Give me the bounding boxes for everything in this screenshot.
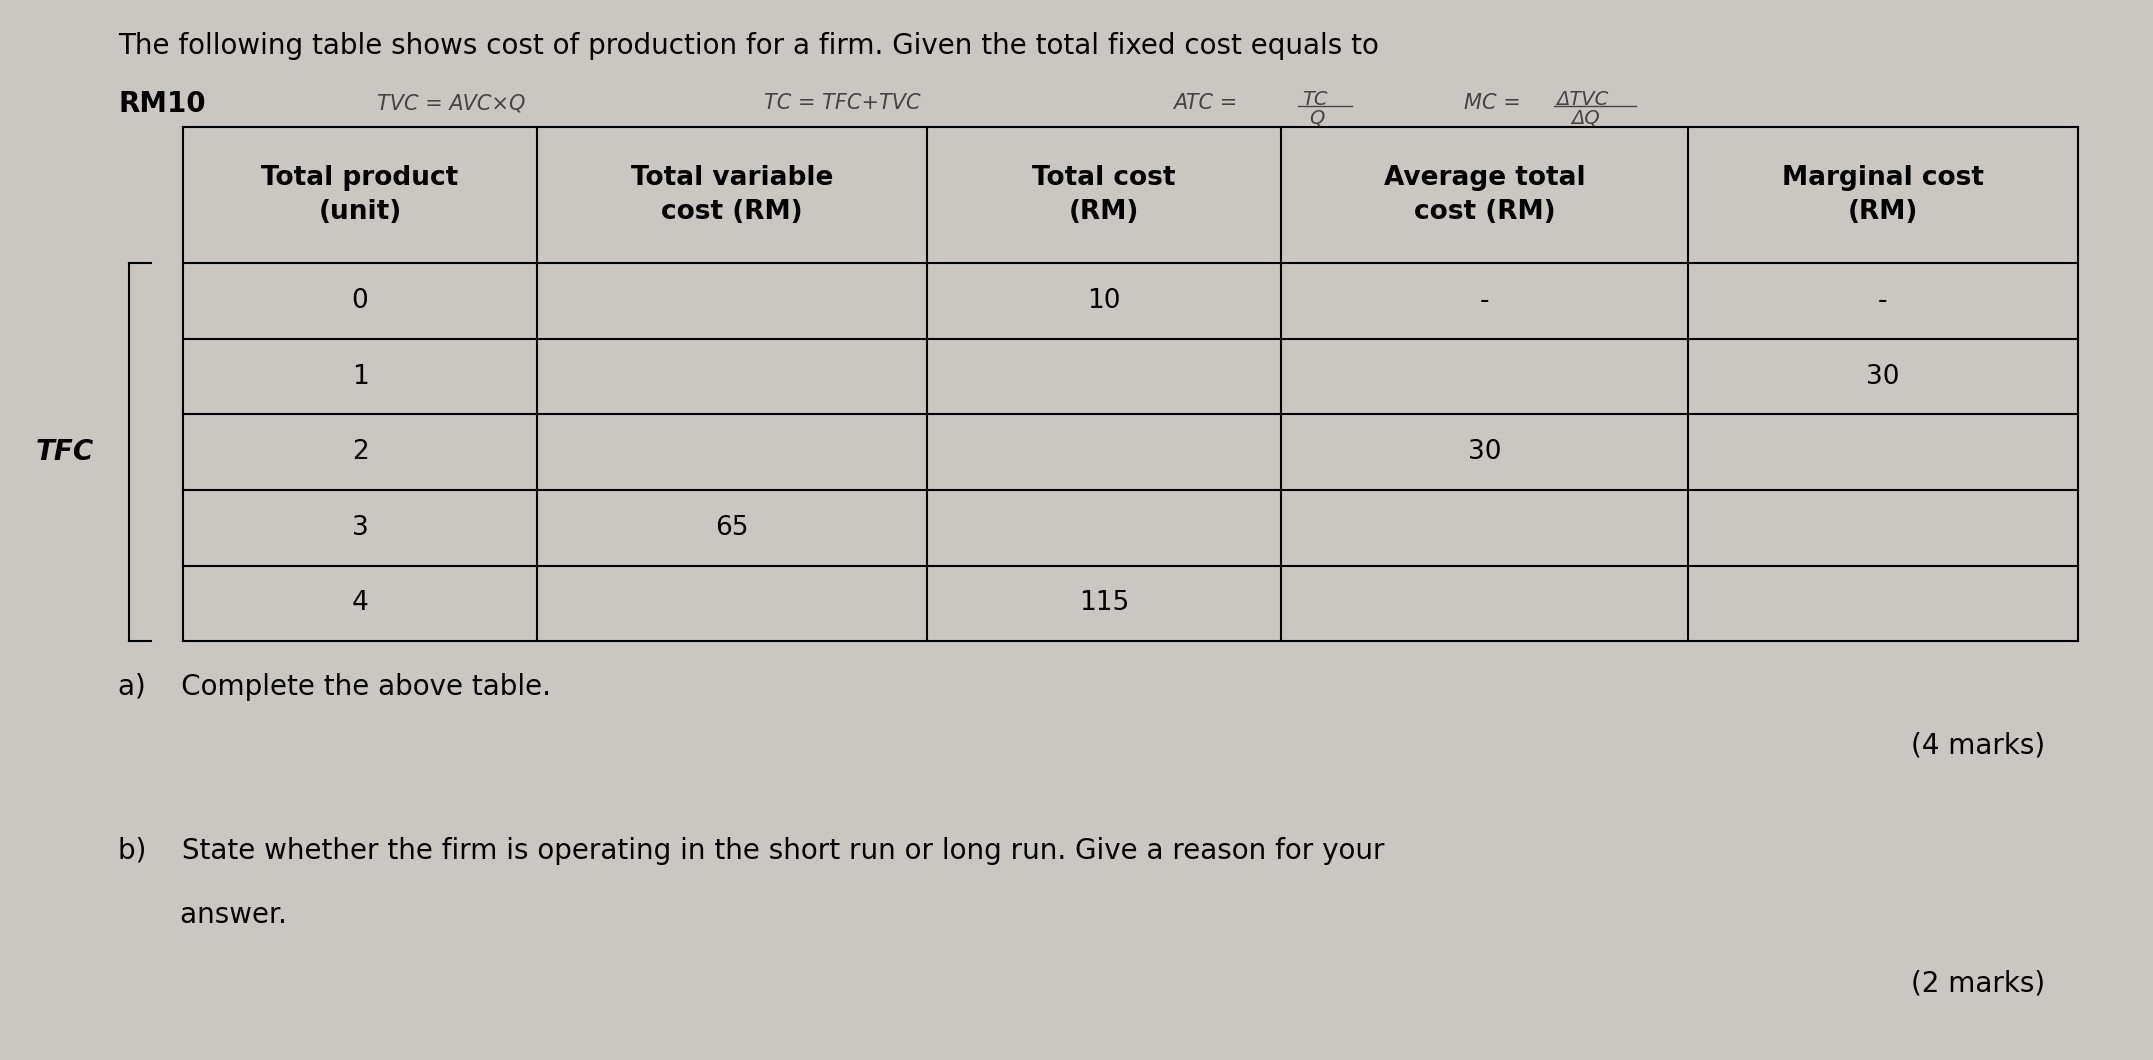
Text: -: -	[1479, 288, 1490, 314]
Text: ATC =: ATC =	[1173, 93, 1238, 113]
Text: Average total
cost (RM): Average total cost (RM)	[1384, 165, 1585, 225]
Text: TC: TC	[1303, 90, 1328, 109]
Text: 3: 3	[351, 515, 368, 541]
Text: (2 marks): (2 marks)	[1912, 970, 2045, 997]
Text: The following table shows cost of production for a firm. Given the total fixed c: The following table shows cost of produc…	[118, 32, 1380, 59]
Text: 115: 115	[1079, 590, 1128, 617]
Text: Marginal cost
(RM): Marginal cost (RM)	[1783, 165, 1983, 225]
Text: b)    State whether the firm is operating in the short run or long run. Give a r: b) State whether the firm is operating i…	[118, 837, 1384, 865]
Text: a)    Complete the above table.: a) Complete the above table.	[118, 673, 551, 701]
Text: 30: 30	[1468, 439, 1501, 465]
Text: answer.: answer.	[118, 901, 286, 929]
Text: 1: 1	[351, 364, 368, 390]
Text: -: -	[1877, 288, 1888, 314]
Text: (4 marks): (4 marks)	[1912, 731, 2045, 759]
Text: 30: 30	[1867, 364, 1899, 390]
Text: 2: 2	[351, 439, 368, 465]
Text: 4: 4	[351, 590, 368, 617]
Text: Total product
(unit): Total product (unit)	[261, 165, 459, 225]
Text: 10: 10	[1087, 288, 1120, 314]
Text: ΔTVC: ΔTVC	[1557, 90, 1608, 109]
Text: Q: Q	[1309, 108, 1324, 127]
Text: Total variable
cost (RM): Total variable cost (RM)	[631, 165, 833, 225]
Text: RM10: RM10	[118, 90, 207, 118]
Text: TC = TFC+TVC: TC = TFC+TVC	[764, 93, 921, 113]
Text: TVC = AVC×Q: TVC = AVC×Q	[377, 93, 525, 113]
Text: ΔQ: ΔQ	[1572, 108, 1600, 127]
Text: MC =: MC =	[1464, 93, 1520, 113]
Text: Total cost
(RM): Total cost (RM)	[1031, 165, 1176, 225]
Text: 0: 0	[351, 288, 368, 314]
Text: TFC: TFC	[34, 438, 95, 466]
Text: 65: 65	[715, 515, 749, 541]
